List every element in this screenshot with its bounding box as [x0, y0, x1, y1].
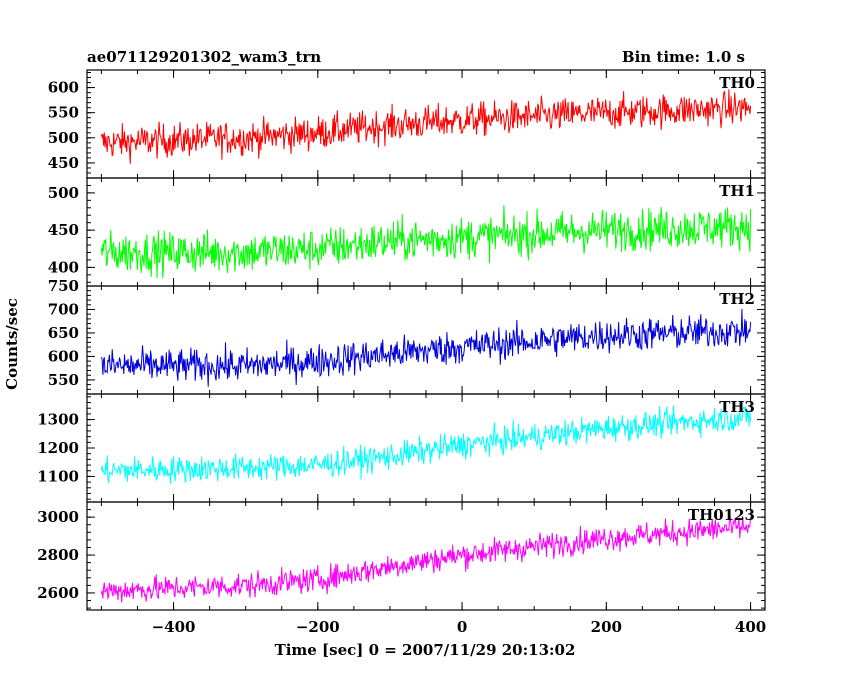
panels-group: 450 500 550 600 TH0 400 450 500 TH1 550 600 650 700 7… — [37, 69, 766, 636]
y-tick-label: 450 — [48, 221, 79, 239]
y-tick-label: 600 — [48, 347, 79, 365]
y-tick-label: 1100 — [37, 467, 79, 485]
x-tick-label: 400 — [735, 618, 766, 636]
x-tick-label: −400 — [152, 618, 196, 636]
series-line-th0123 — [100, 511, 752, 603]
y-tick-label: 650 — [48, 324, 79, 342]
bin-time-label: Bin time: 1.0 s — [622, 48, 745, 66]
series-line-th2 — [100, 308, 752, 387]
series-label-th3: TH3 — [719, 398, 755, 416]
y-tick-label: 550 — [48, 371, 79, 389]
y-tick-label: 1200 — [37, 439, 79, 457]
figure-title: ae071129201302_wam3_trn — [87, 48, 321, 66]
series-label-th2: TH2 — [719, 290, 755, 308]
y-tick-label: 500 — [48, 129, 79, 147]
y-tick-label: 550 — [48, 104, 79, 122]
y-tick-label: 3000 — [37, 508, 79, 526]
y-tick-label: 1300 — [37, 411, 79, 429]
y-tick-label: 2800 — [37, 546, 79, 564]
series-line-th3 — [100, 405, 752, 484]
y-tick-label: 2600 — [37, 584, 79, 602]
x-axis-label: Time [sec] 0 = 2007/11/29 20:13:02 — [275, 641, 576, 659]
y-axis-label: Counts/sec — [3, 298, 21, 390]
y-tick-label: 450 — [48, 154, 79, 172]
y-tick-label: 400 — [48, 258, 79, 276]
series-line-th1 — [100, 205, 752, 279]
series-label-th1: TH1 — [719, 182, 755, 200]
series-line-th0 — [100, 89, 752, 164]
y-tick-label: 500 — [48, 184, 79, 202]
x-tick-label: −200 — [296, 618, 340, 636]
series-label-th0123: TH0123 — [688, 506, 755, 524]
y-tick-label: 600 — [48, 79, 79, 97]
y-tick-label: 750 — [48, 277, 79, 295]
x-tick-label: 0 — [457, 618, 467, 636]
x-tick-label: 200 — [591, 618, 622, 636]
series-label-th0: TH0 — [719, 74, 755, 92]
y-tick-label: 700 — [48, 300, 79, 318]
